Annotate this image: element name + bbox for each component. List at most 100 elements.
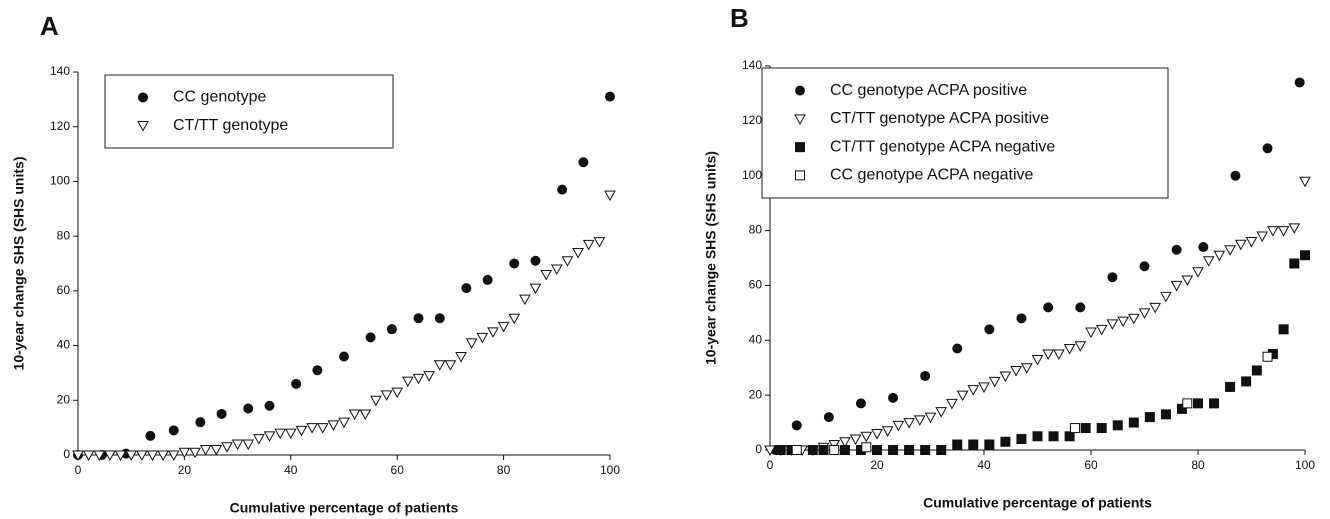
point — [455, 352, 467, 363]
point — [1128, 417, 1139, 428]
legend-marker — [795, 142, 805, 153]
point — [920, 370, 931, 381]
point — [1277, 226, 1290, 237]
point — [327, 420, 340, 431]
point — [264, 400, 275, 411]
legend-marker — [795, 85, 805, 96]
point — [604, 190, 616, 202]
y-tick-label: 140 — [742, 58, 762, 72]
x-tick-label: 0 — [75, 463, 82, 477]
point — [221, 442, 233, 453]
point — [1225, 381, 1236, 392]
point — [216, 408, 227, 419]
point — [401, 376, 414, 388]
point — [952, 343, 963, 354]
point — [860, 431, 873, 443]
point — [1160, 409, 1171, 420]
point — [988, 376, 1001, 388]
point — [125, 450, 138, 462]
point — [104, 450, 116, 462]
point — [956, 390, 969, 402]
y-tick-label: 0 — [755, 442, 762, 456]
x-tick-label: 0 — [767, 458, 774, 472]
legend-label: CT/TT genotype ACPA negative — [830, 138, 1055, 155]
legend-marker — [794, 114, 806, 125]
point — [1010, 365, 1022, 377]
point — [984, 324, 995, 335]
point — [999, 371, 1012, 382]
legend-label: CC genotype — [173, 89, 266, 106]
point — [1075, 302, 1086, 313]
point — [338, 417, 350, 429]
legend-label: CC genotype ACPA negative — [830, 167, 1033, 184]
point — [978, 382, 990, 393]
point — [1230, 170, 1241, 181]
x-tick-label: 20 — [178, 463, 192, 477]
point — [93, 450, 106, 462]
point — [1171, 244, 1182, 255]
point — [1138, 308, 1151, 319]
point — [913, 415, 926, 426]
point — [1020, 363, 1033, 374]
point — [168, 425, 179, 436]
point — [210, 445, 223, 456]
point — [189, 447, 201, 459]
point — [482, 274, 493, 285]
point — [1224, 245, 1236, 256]
point — [1202, 256, 1215, 267]
point — [1182, 398, 1193, 409]
x-axis-label: Cumulative percentage of patients — [230, 500, 459, 516]
point — [823, 412, 834, 423]
point — [243, 403, 254, 414]
y-tick-label: 60 — [749, 278, 763, 292]
point — [861, 442, 872, 453]
point — [920, 445, 931, 455]
point — [1160, 291, 1172, 303]
point — [888, 392, 899, 403]
point — [316, 423, 329, 434]
point — [1016, 313, 1027, 324]
point — [1042, 349, 1055, 361]
point — [284, 428, 297, 440]
point — [413, 313, 424, 324]
legend-label: CT/TT genotype — [173, 117, 288, 134]
point — [253, 434, 265, 445]
point — [839, 437, 851, 448]
point — [904, 445, 915, 455]
y-tick-label: 0 — [63, 447, 70, 461]
point — [263, 431, 276, 442]
point — [178, 447, 191, 459]
point — [1016, 434, 1027, 445]
legend-marker — [795, 170, 805, 181]
y-tick-label: 100 — [50, 174, 70, 188]
point — [1106, 319, 1119, 330]
point — [1234, 239, 1247, 251]
point — [1256, 231, 1269, 243]
point — [1074, 341, 1087, 352]
point — [1139, 261, 1150, 272]
point — [935, 407, 948, 418]
point — [391, 387, 404, 399]
x-tick-label: 100 — [600, 463, 620, 477]
point — [157, 450, 169, 462]
point — [114, 450, 127, 462]
point — [1107, 272, 1118, 283]
point — [487, 327, 499, 338]
point — [892, 420, 905, 432]
point — [529, 283, 542, 295]
legend-label: CC genotype ACPA positive — [830, 82, 1027, 99]
point — [167, 450, 180, 462]
point — [1289, 258, 1300, 269]
y-tick-label: 60 — [57, 283, 71, 297]
legend-box — [761, 67, 1169, 199]
point — [1048, 431, 1059, 442]
y-axis-label: 10-year change SHS (SHS units) — [703, 151, 719, 365]
point — [370, 395, 382, 407]
point — [1112, 420, 1123, 431]
point — [519, 294, 531, 306]
point — [582, 239, 595, 251]
point — [1300, 250, 1310, 261]
point — [1288, 223, 1301, 234]
point — [82, 450, 95, 462]
point — [967, 385, 980, 396]
